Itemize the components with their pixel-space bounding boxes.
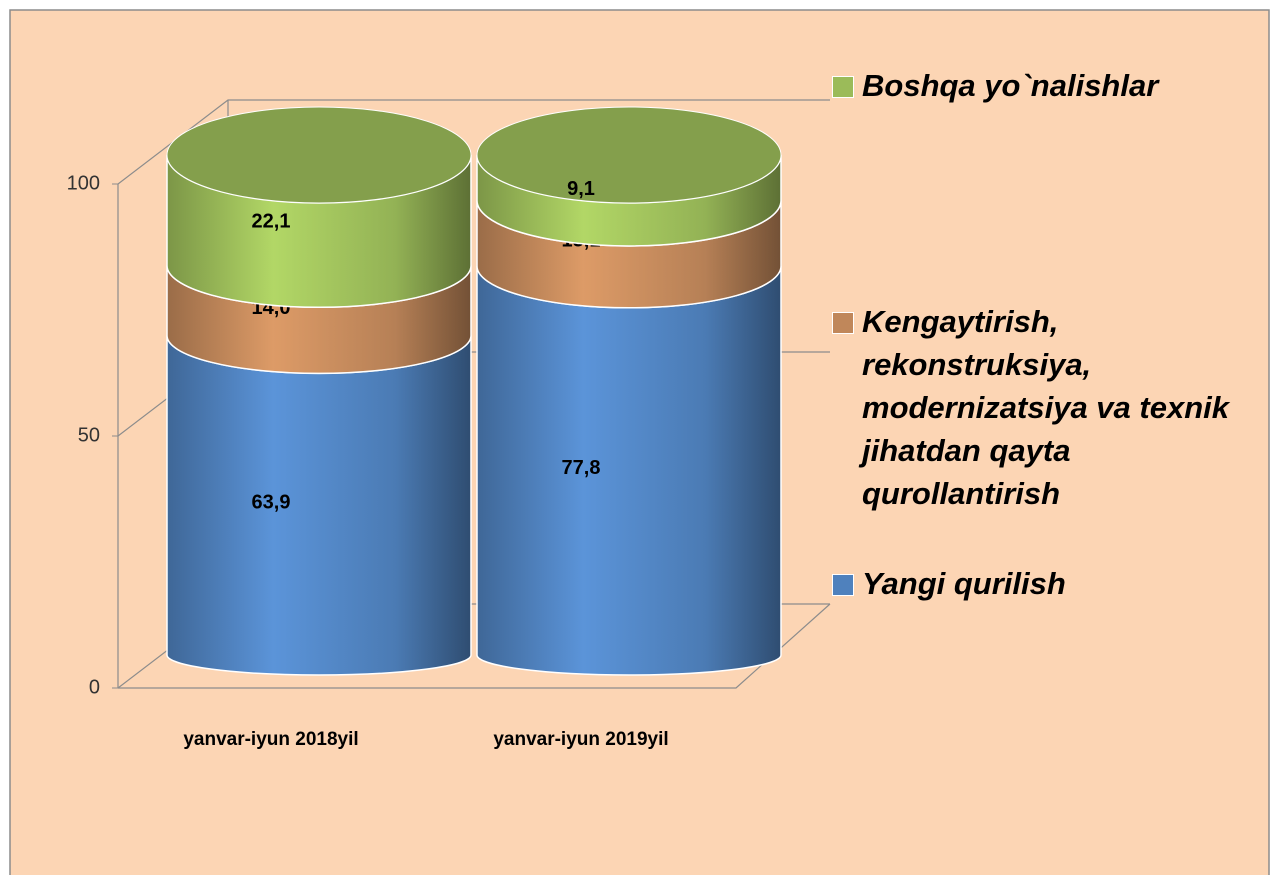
y-tick-label: 50 [78,424,100,446]
data-label: 9,1 [567,178,595,200]
x-tick-label: yanvar-iyun 2019yil [493,729,668,750]
legend-label: Kengaytirish, rekonstruksiya, modernizat… [862,304,1229,511]
legend-label: Yangi qurilish [862,566,1066,601]
data-label: 63,9 [252,492,291,514]
cylinder-segment [166,335,472,676]
legend-entry: Yangi qurilish [832,562,1272,605]
x-tick-label: yanvar-iyun 2018yil [183,729,358,750]
data-label: 77,8 [562,457,601,479]
cylinder-top [166,106,472,204]
legend-entry: Boshqa yo`nalishlar [832,64,1272,107]
legend-swatch [832,312,854,334]
legend-swatch [832,76,854,98]
data-label: 22,1 [252,211,291,233]
y-tick-label: 0 [89,676,100,698]
legend-swatch [832,574,854,596]
legend-entry: Kengaytirish, rekonstruksiya, modernizat… [832,300,1272,515]
legend-label: Boshqa yo`nalishlar [862,68,1159,103]
cylinder-segment [476,265,782,676]
floor-edge [118,603,831,689]
cylinder-top [476,106,782,204]
y-tick-label: 100 [67,172,100,194]
